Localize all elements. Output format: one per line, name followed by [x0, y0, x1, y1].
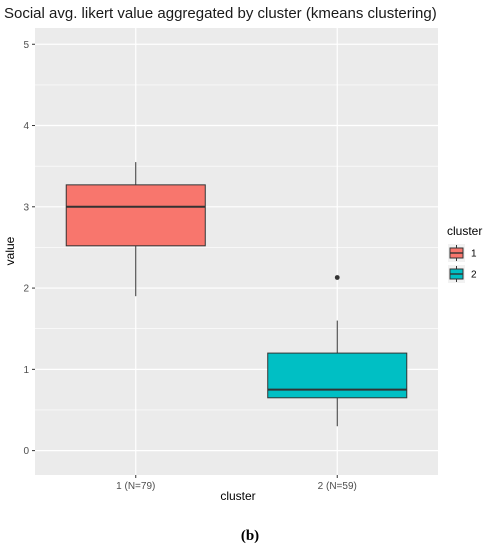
outlier-point: [334, 275, 340, 280]
box-iqr: [267, 352, 408, 399]
y-tick-label: 4: [23, 121, 29, 132]
box-iqr: [65, 184, 206, 247]
figure-caption: (b): [241, 528, 259, 544]
legend-entry-2: 2: [448, 265, 477, 283]
y-tick-label: 2: [23, 284, 29, 295]
x-tick-label: 2 (N=59): [318, 481, 357, 492]
legend-label: 2: [471, 270, 477, 281]
legend-entry-1: 1: [448, 244, 477, 262]
legend-keys: 12: [448, 244, 477, 283]
plot-panel: [35, 28, 438, 475]
legend: cluster 12: [447, 224, 482, 283]
box-cluster-2: [267, 275, 408, 427]
legend-label: 1: [471, 249, 477, 260]
legend-title: cluster: [447, 224, 482, 238]
chart-title: Social avg. likert value aggregated by c…: [4, 5, 437, 22]
x-axis: 1 (N=79) 2 (N=59): [116, 475, 357, 492]
y-tick-label: 0: [23, 446, 29, 457]
y-tick-label: 5: [23, 40, 29, 51]
box-cluster-1: [65, 162, 206, 297]
y-tick-label: 3: [23, 202, 29, 213]
box-group: [65, 162, 408, 427]
y-axis-title: value: [3, 236, 17, 265]
x-axis-title: cluster: [220, 489, 255, 503]
y-tick-label: 1: [23, 365, 29, 376]
x-tick-label: 1 (N=79): [116, 481, 155, 492]
y-axis: 0 1 2 3 4 5: [23, 40, 35, 457]
